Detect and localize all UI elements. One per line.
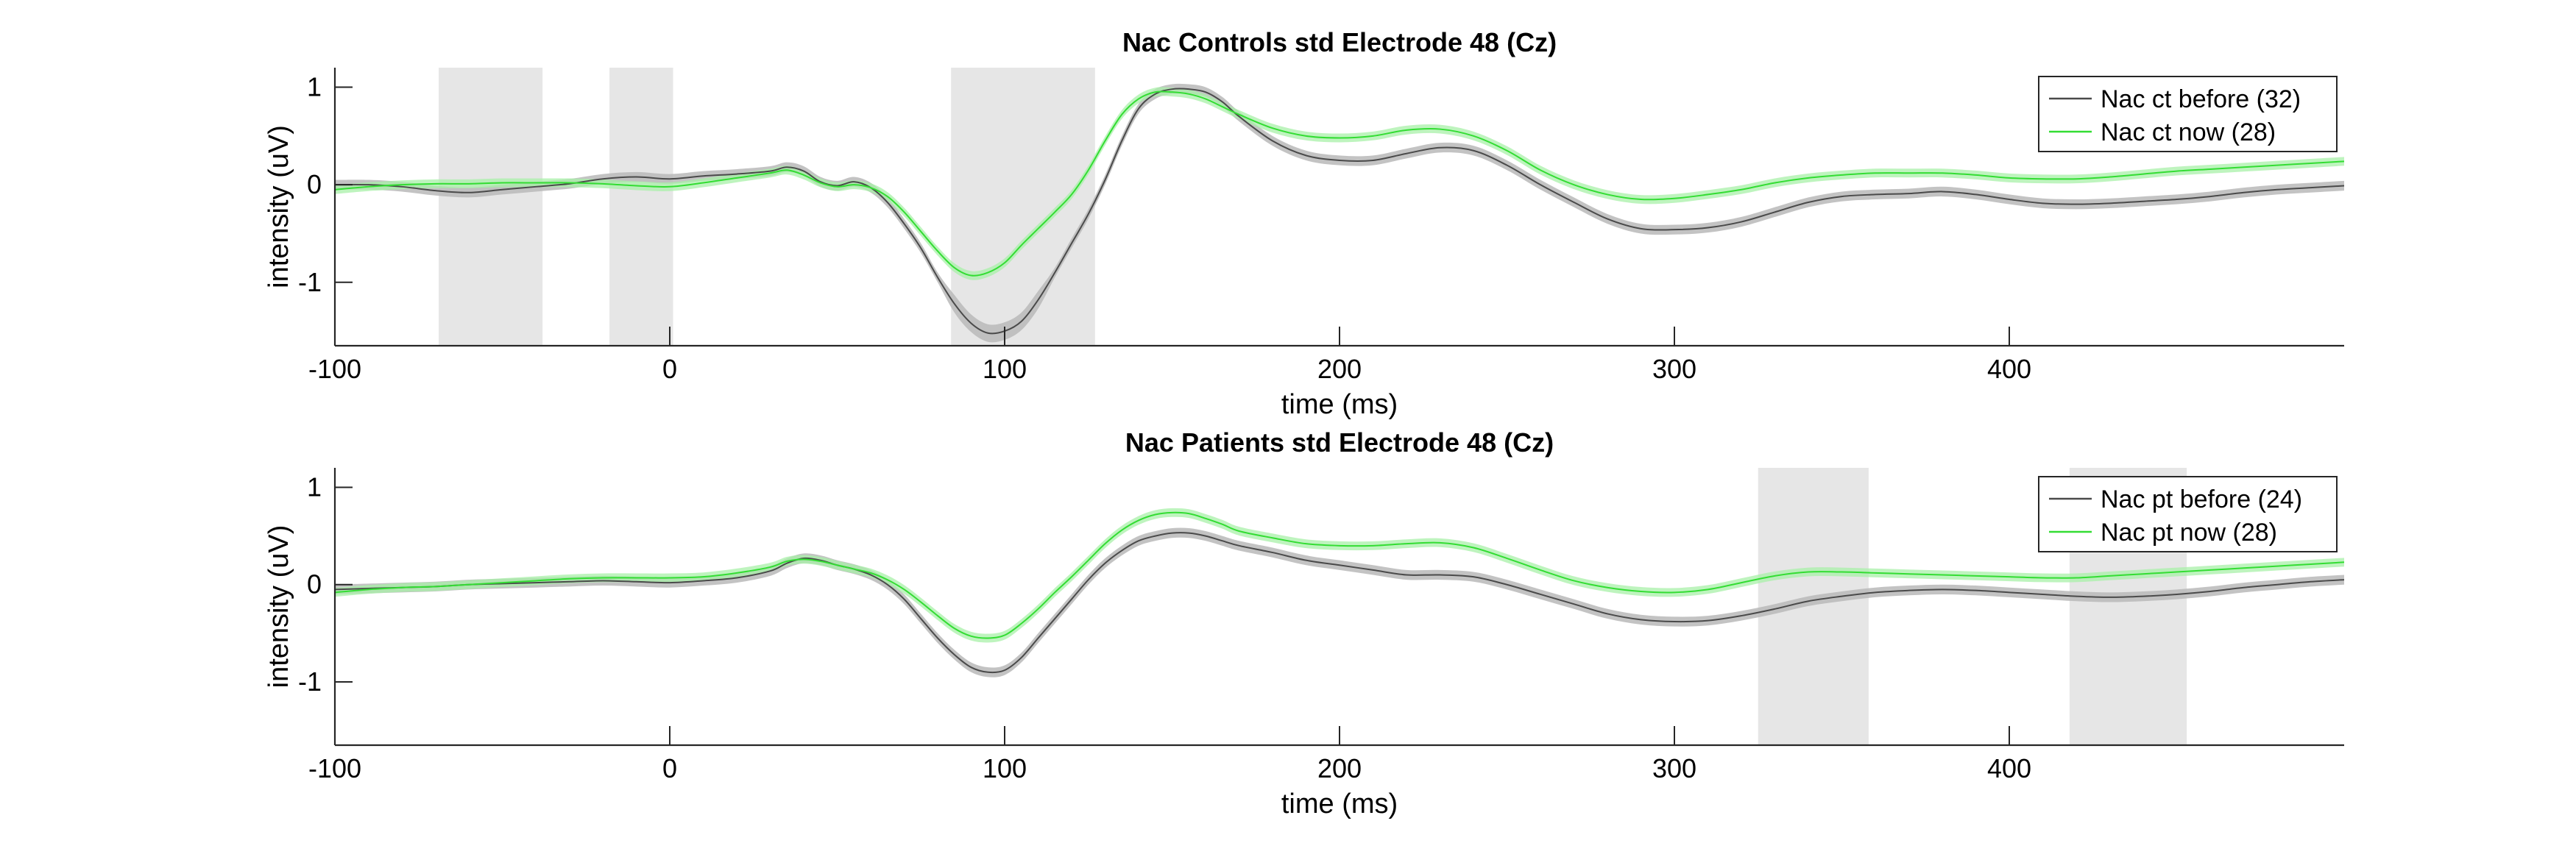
y-axis-label: intensity (uV) bbox=[263, 125, 294, 288]
y-tick-label: 1 bbox=[307, 72, 322, 102]
x-tick-label: 200 bbox=[1317, 354, 1362, 384]
y-tick-label: -1 bbox=[298, 267, 322, 297]
y-tick-label: 1 bbox=[307, 472, 322, 502]
significance-window bbox=[951, 68, 1095, 346]
y-tick-label: 0 bbox=[307, 169, 322, 199]
legend-box bbox=[2038, 476, 2338, 552]
x-axis-label: time (ms) bbox=[1281, 789, 1398, 819]
x-tick-label: 100 bbox=[983, 753, 1027, 783]
legend-label-before: Nac ct before (32) bbox=[2101, 85, 2301, 113]
significance-window bbox=[439, 68, 543, 346]
chart-title: Nac Patients std Electrode 48 (Cz) bbox=[1125, 427, 1554, 458]
series-line-before bbox=[334, 532, 2345, 674]
y-axis-label: intensity (uV) bbox=[263, 525, 294, 689]
legend-box bbox=[2038, 76, 2338, 152]
series-line-now bbox=[334, 511, 2345, 639]
x-tick-label: 100 bbox=[983, 354, 1027, 384]
y-tick-label: -1 bbox=[298, 666, 322, 697]
chart-panel-1: -100 0 100 200 300 400 -1 0 1 Nac Controls std El… bbox=[263, 27, 2345, 420]
legend: Nac ct before (32) Nac ct now (28) bbox=[2038, 76, 2338, 152]
x-tick-label: -100 bbox=[308, 354, 361, 384]
chart-title: Nac Controls std Electrode 48 (Cz) bbox=[1122, 27, 1557, 57]
legend-label-now: Nac ct now (28) bbox=[2101, 118, 2276, 146]
x-tick-label: 200 bbox=[1317, 753, 1362, 783]
x-tick-label: 0 bbox=[662, 753, 677, 783]
legend-label-now: Nac pt now (28) bbox=[2101, 519, 2277, 547]
x-tick-label: 0 bbox=[662, 354, 677, 384]
x-tick-label: -100 bbox=[308, 753, 361, 783]
series-line-now bbox=[334, 90, 2345, 277]
chart-panel-2: -100 0 100 200 300 400 -1 0 1 Nac Patients std El… bbox=[263, 427, 2345, 819]
series-line-before bbox=[334, 88, 2345, 335]
y-tick-label: 0 bbox=[307, 569, 322, 600]
legend-label-before: Nac pt before (24) bbox=[2101, 485, 2302, 513]
x-tick-label: 400 bbox=[1987, 354, 2031, 384]
x-tick-label: 300 bbox=[1652, 354, 1696, 384]
x-tick-label: 300 bbox=[1652, 753, 1696, 783]
x-tick-label: 400 bbox=[1987, 753, 2031, 783]
x-axis-label: time (ms) bbox=[1281, 389, 1398, 420]
legend: Nac pt before (24) Nac pt now (28) bbox=[2038, 476, 2338, 552]
significance-window bbox=[609, 68, 673, 346]
